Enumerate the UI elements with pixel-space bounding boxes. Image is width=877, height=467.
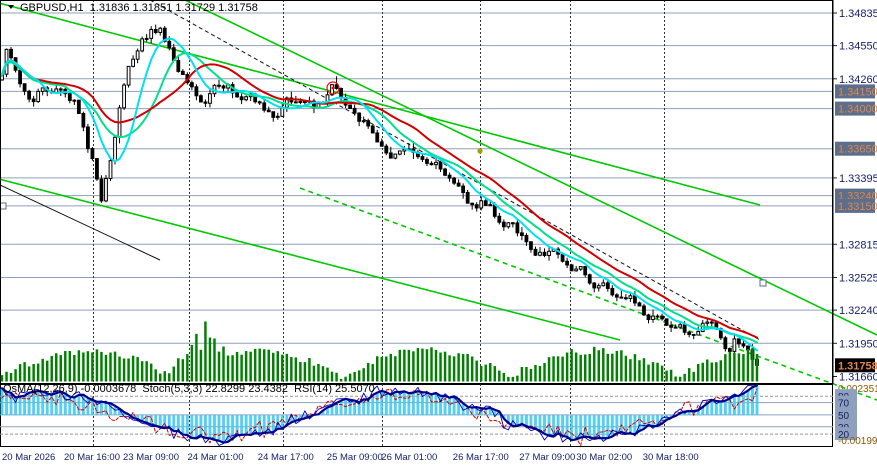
- svg-text:GBPUSD,H1 1.31836 1.31851 1.3: GBPUSD,H1 1.31836 1.31851 1.31729 1.3175…: [20, 2, 258, 14]
- svg-text:1.32525: 1.32525: [839, 273, 877, 285]
- svg-text:27 Mar 09:00: 27 Mar 09:00: [519, 452, 575, 463]
- svg-text:1.34150: 1.34150: [838, 86, 877, 98]
- svg-text:25 Mar 09:00: 25 Mar 09:00: [327, 452, 383, 463]
- svg-text:1.33650: 1.33650: [838, 144, 877, 156]
- svg-text:1.34260: 1.34260: [839, 74, 877, 86]
- svg-text:1.33395: 1.33395: [839, 173, 877, 185]
- svg-text:1.31660: 1.31660: [839, 372, 877, 384]
- svg-text:1.34000: 1.34000: [838, 104, 877, 116]
- svg-text:1.32815: 1.32815: [839, 239, 877, 251]
- svg-text:24 Mar 01:00: 24 Mar 01:00: [188, 452, 244, 463]
- svg-text:1.31758: 1.31758: [838, 360, 877, 372]
- svg-text:20 Mar 2026: 20 Mar 2026: [2, 452, 55, 463]
- svg-text:26 Mar 17:00: 26 Mar 17:00: [453, 452, 509, 463]
- svg-text:1.31950: 1.31950: [839, 338, 877, 350]
- svg-text:1.33150: 1.33150: [838, 201, 877, 213]
- svg-text:OsMA(12,26,9) -0.0003678 Stoc: OsMA(12,26,9) -0.0003678 Stoch(5,3,3) 22…: [3, 383, 375, 395]
- svg-text:1.32240: 1.32240: [839, 305, 877, 317]
- svg-text:1.34835: 1.34835: [839, 8, 877, 20]
- svg-text:30 Mar 18:00: 30 Mar 18:00: [643, 452, 699, 463]
- svg-text:30 Mar 02:00: 30 Mar 02:00: [576, 452, 632, 463]
- svg-text:1.34550: 1.34550: [839, 41, 877, 53]
- svg-text:24 Mar 17:00: 24 Mar 17:00: [258, 452, 314, 463]
- svg-text:23 Mar 09:00: 23 Mar 09:00: [123, 452, 179, 463]
- svg-text:20 Mar 16:00: 20 Mar 16:00: [64, 452, 120, 463]
- svg-text:26 Mar 01:00: 26 Mar 01:00: [381, 452, 437, 463]
